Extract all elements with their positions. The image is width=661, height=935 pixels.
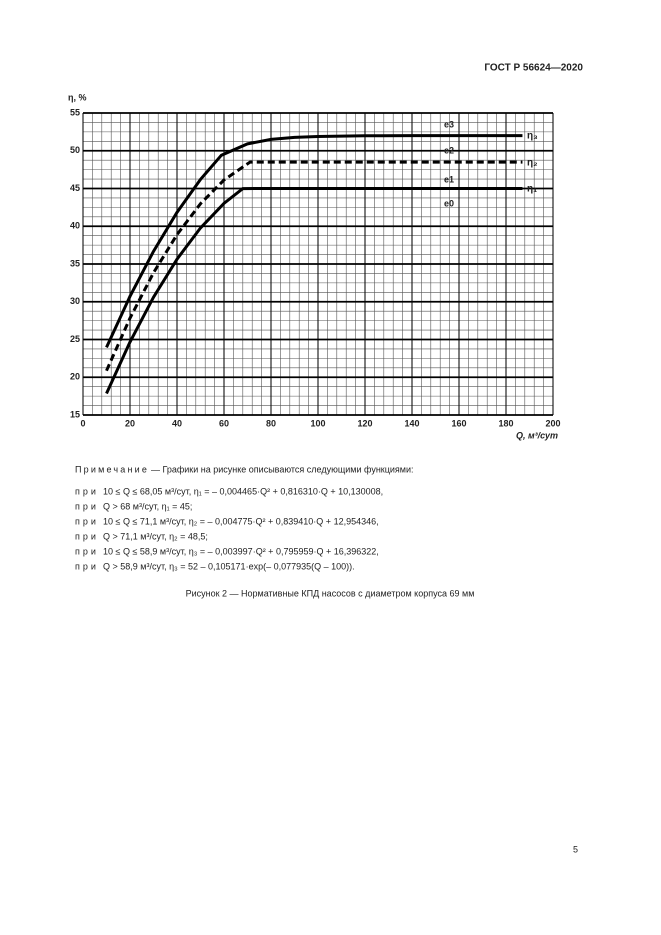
note-text: — Графики на рисунке описываются следующ… (151, 464, 414, 474)
y-tick-label: 35 (70, 258, 80, 268)
curve-label: η₃ (527, 131, 538, 142)
note-formula: 10 ≤ Q ≤ 58,9 м³/сут, η₃ = – 0,003997·Q²… (103, 546, 379, 556)
y-tick-label: 25 (70, 334, 80, 344)
x-tick-label: 20 (125, 418, 135, 428)
note-formula: 10 ≤ Q ≤ 71,1 м³/сут, η₂ = – 0,004775·Q²… (103, 516, 379, 526)
y-tick-label: 55 (70, 107, 80, 117)
x-tick-label: 60 (219, 418, 229, 428)
x-tick-label: 0 (80, 418, 85, 428)
note-prefix: при (75, 501, 99, 511)
x-tick-label: 40 (172, 418, 182, 428)
x-tick-label: 120 (357, 418, 372, 428)
note-formula: 10 ≤ Q ≤ 68,05 м³/сут, η₁ = – 0,004465·Q… (103, 486, 383, 496)
y-tick-label: 50 (70, 145, 80, 155)
curve (105, 134, 523, 348)
note-prefix: при (75, 516, 99, 526)
x-tick-label: 160 (451, 418, 466, 428)
curve (105, 187, 523, 395)
note-prefix: при (75, 486, 99, 496)
note-formula: Q > 58,9 м³/сут, η₃ = 52 – 0,105171·exp(… (103, 561, 355, 571)
note-formula: Q > 68 м³/сут, η₁ = 45; (103, 501, 192, 511)
page-number: 5 (573, 844, 578, 854)
y-tick-label: 45 (70, 183, 80, 193)
note-prefix: при (75, 561, 99, 571)
x-tick-label: 140 (404, 418, 419, 428)
curve-label: η₁ (527, 184, 537, 195)
x-tick-label: 80 (266, 418, 276, 428)
note-formula: Q > 71,1 м³/сут, η₂ = 48,5; (103, 531, 208, 541)
curve (105, 160, 523, 372)
header-title: ГОСТ Р 56624—2020 (484, 63, 583, 74)
annotation: е1 (444, 174, 454, 184)
x-tick-label: 100 (310, 418, 325, 428)
note-prefix: при (75, 546, 99, 556)
curve-label: η₂ (527, 158, 538, 169)
x-axis-label: Q, м³/сут (516, 430, 558, 440)
y-axis-label: η, % (68, 92, 87, 102)
annotation: е3 (444, 119, 454, 129)
note-prefix: при (75, 531, 99, 541)
note-label: Примечание (75, 464, 149, 474)
y-tick-label: 15 (70, 409, 80, 419)
annotation: е0 (444, 198, 454, 208)
x-tick-label: 200 (545, 418, 560, 428)
caption: Рисунок 2 — Нормативные КПД насосов с ди… (186, 588, 475, 598)
y-tick-label: 40 (70, 221, 80, 231)
annotation: е2 (444, 145, 454, 155)
x-tick-label: 180 (498, 418, 513, 428)
y-tick-label: 30 (70, 296, 80, 306)
y-tick-label: 20 (70, 372, 80, 382)
